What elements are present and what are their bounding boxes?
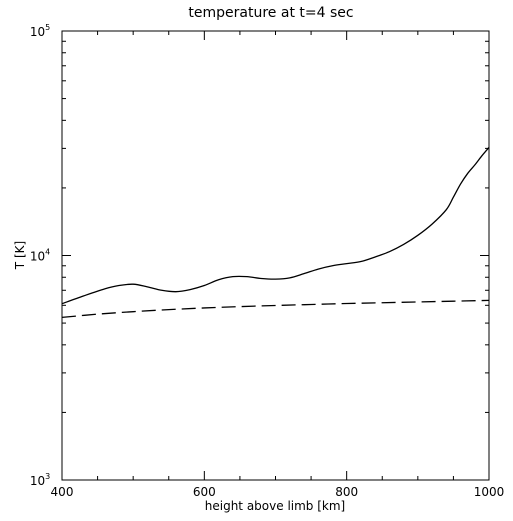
y-axis-label: T [K] — [13, 241, 27, 270]
y-tick-label: 103 — [30, 472, 50, 488]
y-tick-label: 104 — [30, 248, 50, 264]
x-tick-label: 800 — [335, 485, 358, 499]
axis-ticks — [61, 30, 490, 481]
series-group — [61, 146, 490, 319]
x-tick-label: 1000 — [474, 485, 505, 499]
x-tick-label: 600 — [193, 485, 216, 499]
x-axis-label: height above limb [km] — [205, 499, 345, 513]
series-line-solid — [61, 146, 490, 305]
series-line-dashed — [61, 299, 490, 319]
chart-title: temperature at t=4 sec — [188, 5, 353, 21]
y-tick-label: 105 — [30, 23, 50, 39]
tick-labels: 400 600 800 1000 103 104 105 — [30, 23, 504, 499]
x-tick-label: 400 — [51, 485, 74, 499]
plot-frame — [61, 30, 490, 481]
